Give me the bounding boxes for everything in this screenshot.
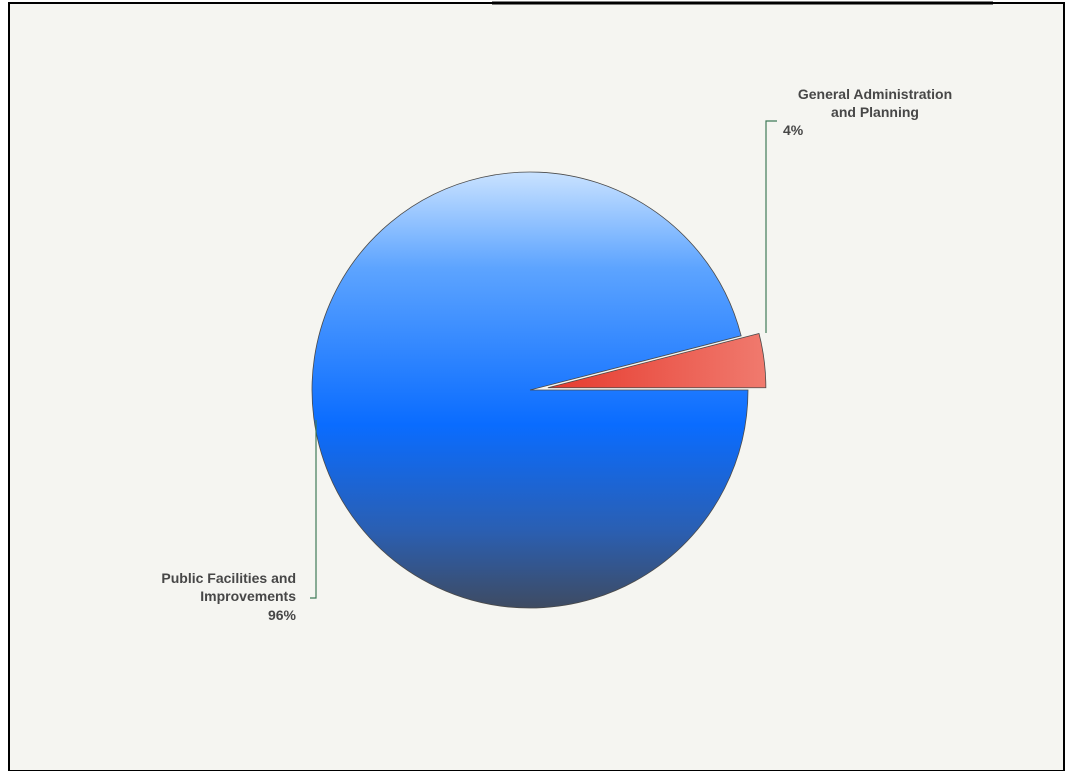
leader-line bbox=[765, 120, 777, 333]
pie-slices bbox=[311, 171, 767, 609]
slice-label-text: General Administration bbox=[798, 86, 952, 102]
slice-label-text: and Planning bbox=[831, 104, 919, 120]
slice-general-administration bbox=[547, 333, 767, 389]
slice-label-text: Improvements bbox=[200, 588, 296, 604]
slice-public-facilities bbox=[311, 171, 749, 609]
slice-label-text: Public Facilities and bbox=[161, 570, 296, 586]
leader-lines bbox=[310, 120, 777, 599]
slice-percent-label: 4% bbox=[783, 122, 804, 138]
slice-labels: Public Facilities and Improvements 96% Gene… bbox=[161, 86, 952, 623]
slice-percent-label: 96% bbox=[268, 607, 297, 623]
leader-line bbox=[310, 420, 317, 599]
